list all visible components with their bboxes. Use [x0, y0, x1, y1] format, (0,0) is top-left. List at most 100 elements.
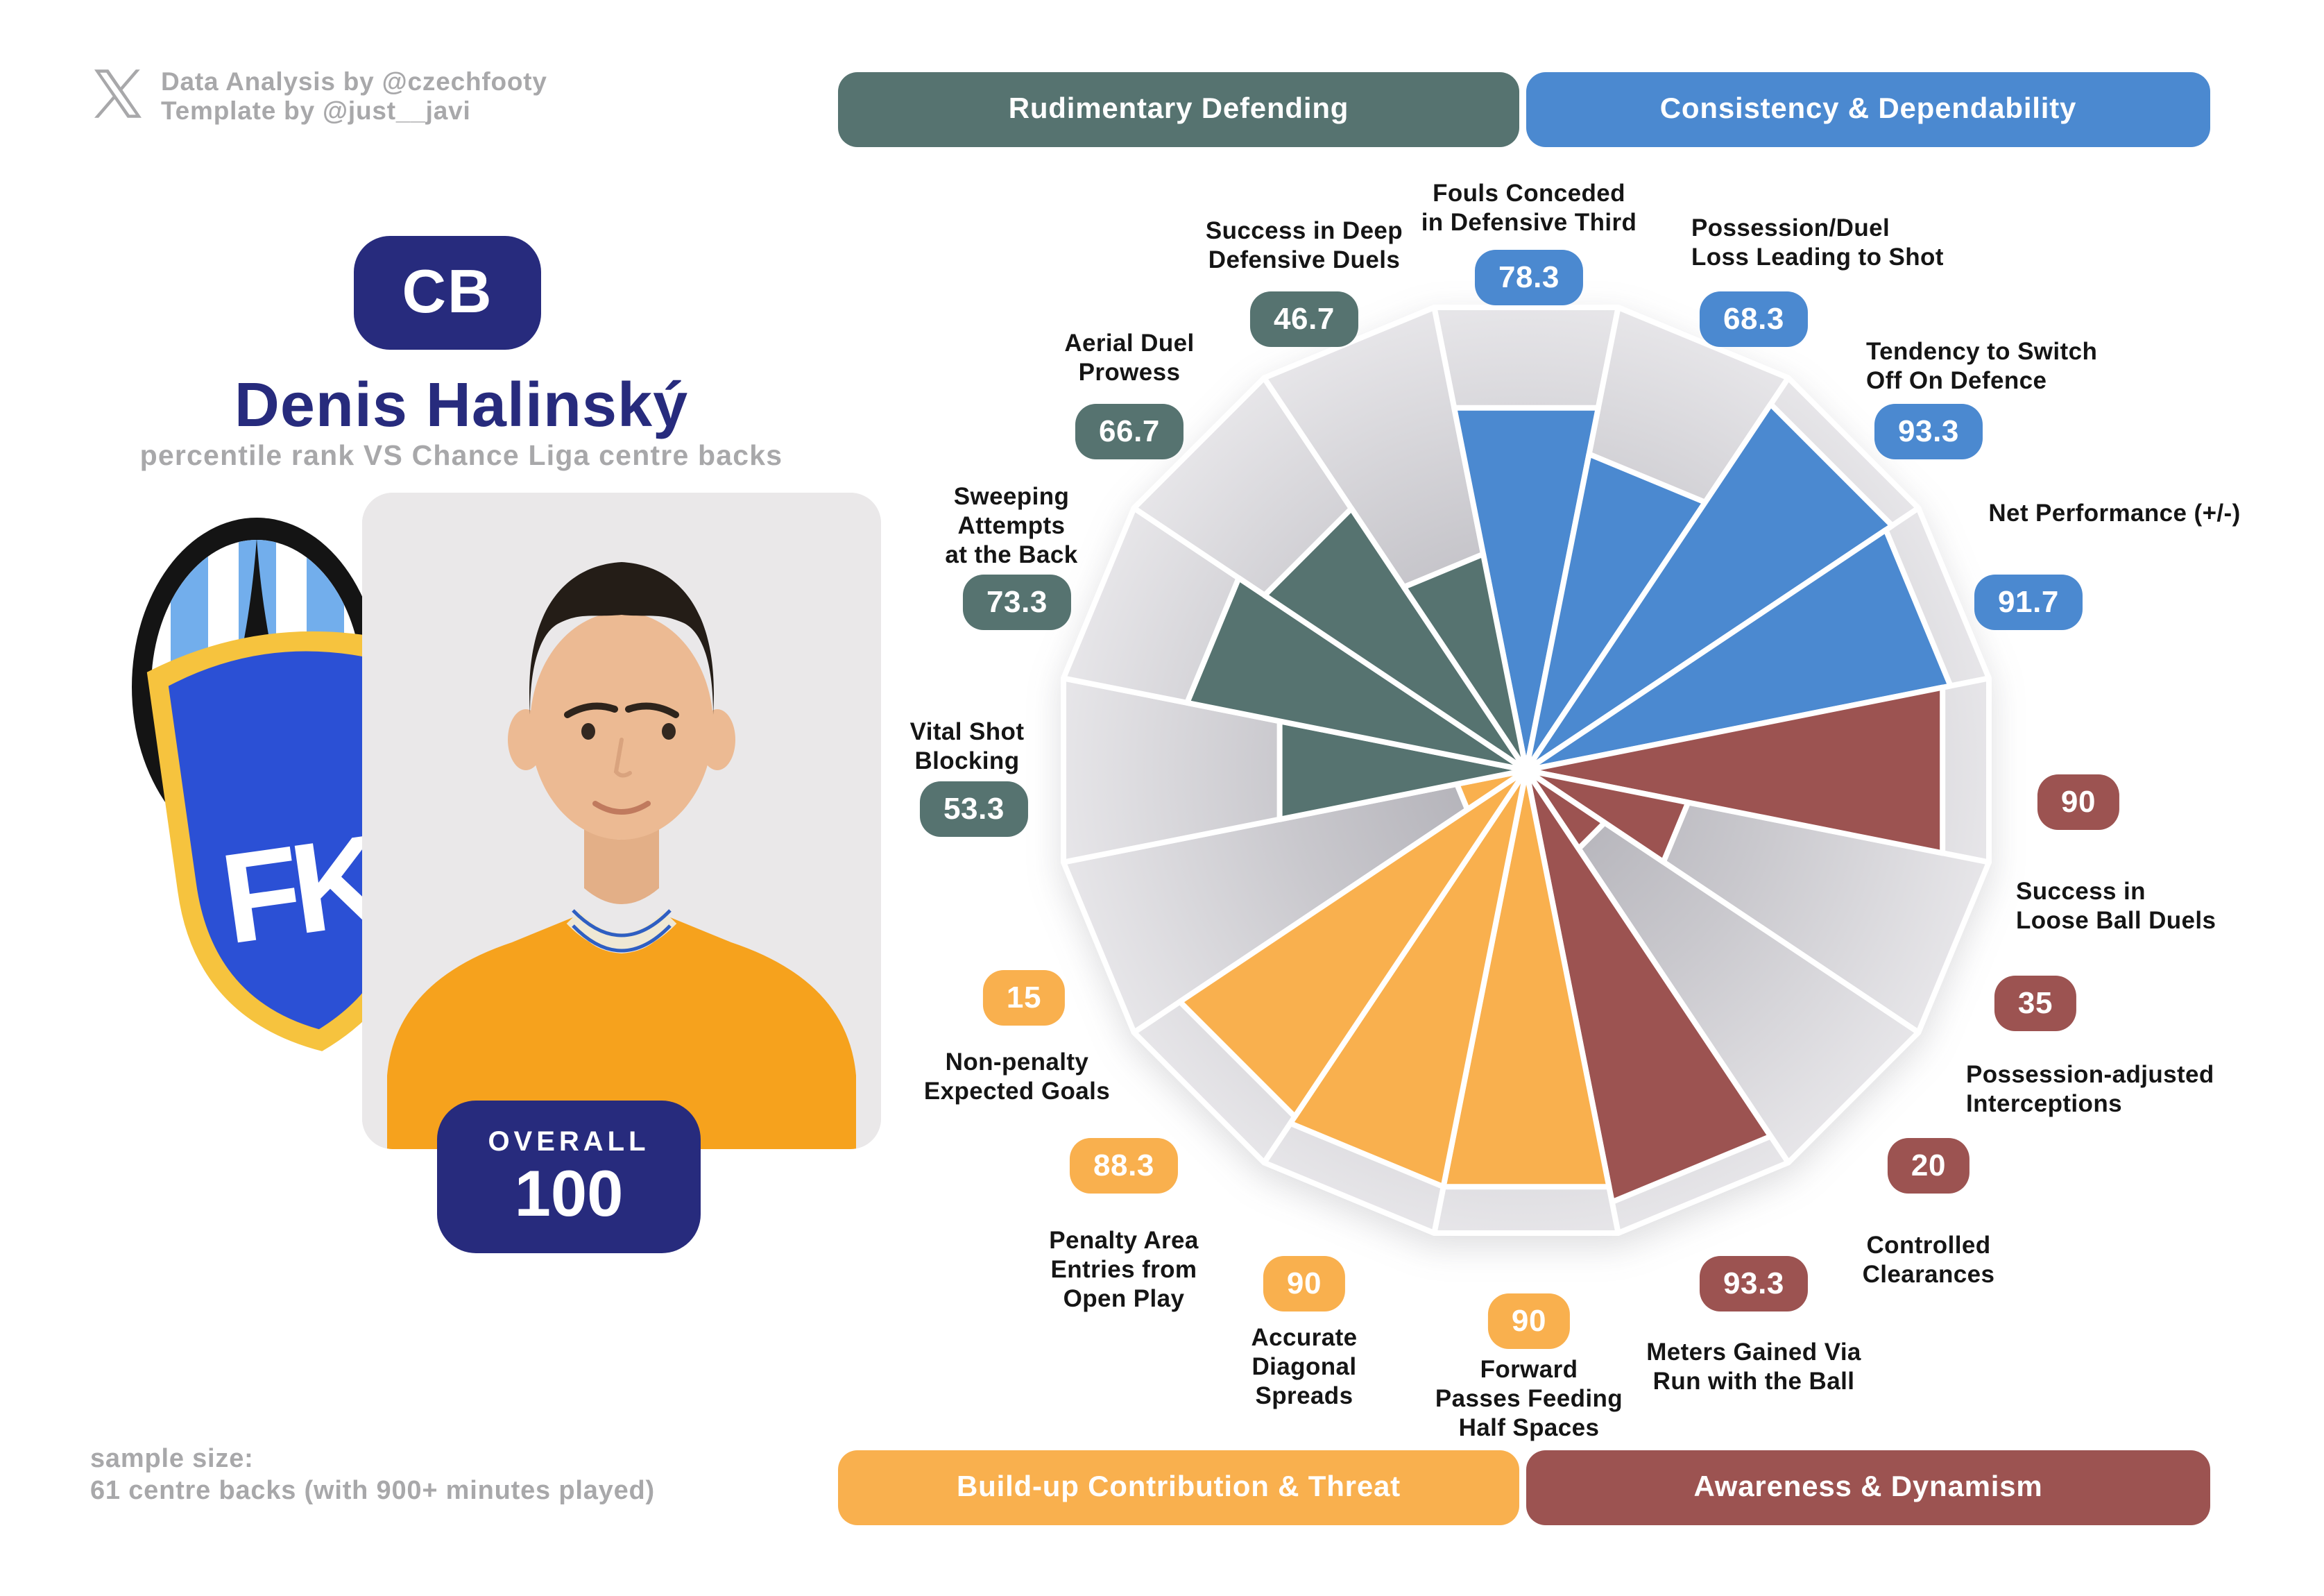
stat-label: Controlled Clearances	[1863, 1231, 1995, 1289]
stat-label-line: Possession/Duel	[1691, 214, 1890, 241]
overall-label: OVERALL	[488, 1127, 650, 1157]
stat-value-badge: 15	[982, 970, 1066, 1026]
stat-label: Vital Shot Blocking	[910, 718, 1025, 776]
stat-label: Forward Passes Feeding Half Spaces	[1435, 1355, 1623, 1443]
stat-label-line: Success in	[2016, 877, 2146, 905]
stat-value-badge: 90	[2037, 774, 2120, 830]
category-label: Build-up Contribution & Threat	[957, 1471, 1401, 1503]
stat-label-line: Fouls Conceded	[1433, 179, 1625, 207]
stat-label-line: Loss Leading to Shot	[1691, 243, 1944, 271]
hair	[529, 562, 714, 715]
stat-value-badge: 66.7	[1075, 404, 1184, 459]
stat-label-line: Defensive Duels	[1208, 246, 1401, 273]
player-subtitle: percentile rank VS Chance Liga centre ba…	[139, 440, 783, 472]
stat-value-badge: 93.3	[1874, 404, 1983, 459]
x-logo-icon	[94, 69, 142, 118]
stat-label-line: Clearances	[1862, 1260, 1995, 1288]
player-portrait-illustration	[362, 493, 881, 1149]
stat-value-badge: 53.3	[919, 781, 1029, 837]
stat-label-line: Meters Gained Via	[1646, 1338, 1861, 1366]
credits: Data Analysis by @czechfooty Template by…	[94, 67, 547, 125]
stat-label-line: Aerial Duel	[1064, 329, 1195, 357]
stat-label-line: at the Back	[945, 541, 1078, 568]
sample-size-line-2: 61 centre backs (with 900+ minutes playe…	[90, 1477, 655, 1506]
stat-label: Success in Loose Ball Duels	[2016, 877, 2216, 935]
stat-label: Non-penalty Expected Goals	[924, 1048, 1110, 1106]
stat-label: Meters Gained Via Run with the Ball	[1646, 1338, 1861, 1396]
club-crest-icon: FK	[132, 518, 420, 1051]
stat-label-line: Vital Shot	[909, 718, 1025, 745]
stat-label-line: Tendency to Switch	[1866, 337, 2098, 365]
position-badge: CB	[354, 236, 541, 350]
player-photo	[362, 493, 881, 1149]
stat-label-line: Blocking	[914, 747, 1020, 774]
stat-value-badge: 88.3	[1069, 1138, 1179, 1194]
stat-value-badge: 90	[1263, 1256, 1346, 1311]
stat-value-badge: 78.3	[1474, 250, 1584, 305]
stat-label-line: Success in Deep	[1205, 217, 1403, 244]
stat-label: Success in Deep Defensive Duels	[1206, 217, 1403, 275]
category-label: Consistency & Dependability	[1659, 93, 2077, 125]
stat-label-line: Loose Ball Duels	[2016, 906, 2216, 934]
pizza-slice-value	[1177, 767, 1529, 1120]
jersey	[387, 917, 856, 1149]
category-consistency-dependability: Consistency & Dependability	[1526, 72, 2210, 147]
stat-value-badge: 73.3	[962, 575, 1072, 630]
stat-label: Fouls Conceded in Defensive Third	[1421, 179, 1637, 237]
stat-label-line: Accurate	[1251, 1323, 1358, 1351]
stat-value-badge: 68.3	[1699, 291, 1809, 347]
crest-shield: FK	[146, 631, 420, 1051]
stat-label-line: Expected Goals	[923, 1077, 1111, 1105]
stat-label-line: Controlled	[1866, 1231, 1991, 1259]
stat-label-line: Entries from	[1050, 1255, 1197, 1283]
sample-size-line-1: sample size:	[90, 1445, 254, 1474]
credit-line-1: Data Analysis by @czechfooty	[161, 67, 547, 96]
stat-label-line: Open Play	[1063, 1284, 1185, 1312]
stat-label-line: Penalty Area	[1049, 1226, 1199, 1254]
stat-label: Sweeping Attempts at the Back	[945, 482, 1077, 570]
stat-label-line: Possession-adjusted	[1966, 1060, 2214, 1088]
stat-label: Possession/Duel Loss Leading to Shot	[1691, 214, 1944, 272]
stat-label-line: in Defensive Third	[1421, 208, 1637, 236]
pizza-slice-value	[1523, 684, 1946, 856]
stat-label: Accurate Diagonal Spreads	[1251, 1323, 1358, 1411]
category-label: Awareness & Dynamism	[1693, 1471, 2043, 1503]
stat-label-line: Forward	[1480, 1355, 1578, 1383]
stat-label-line: Spreads	[1255, 1382, 1353, 1409]
category-buildup-contribution-threat: Build-up Contribution & Threat	[838, 1450, 1519, 1525]
stat-value-badge: 93.3	[1699, 1256, 1809, 1311]
stat-label-line: Sweeping	[953, 482, 1070, 510]
overall-badge: OVERALL 100	[437, 1101, 701, 1253]
jersey-collar	[566, 910, 677, 951]
stat-label: Penalty Area Entries from Open Play	[1049, 1226, 1199, 1314]
stat-label: Possession-adjusted Interceptions	[1966, 1060, 2214, 1119]
stat-value-badge: 91.7	[1974, 575, 2083, 630]
stat-label: Net Performance (+/-)	[1988, 499, 2240, 528]
stat-label-line: Prowess	[1078, 358, 1181, 386]
stat-label: Aerial Duel Prowess	[1064, 329, 1194, 387]
stat-label-line: Run with the Ball	[1652, 1367, 1855, 1395]
credit-line-2: Template by @just__javi	[161, 96, 471, 125]
overall-value: 100	[514, 1156, 624, 1230]
stat-label-line: Non-penalty	[945, 1048, 1089, 1076]
stat-label-line: Half Spaces	[1458, 1414, 1600, 1441]
stat-label-line: Diagonal	[1251, 1352, 1357, 1380]
stat-value-badge: 46.7	[1249, 291, 1359, 347]
sample-size: sample size: 61 centre backs (with 900+ …	[90, 1443, 655, 1507]
category-rudimentary-defending: Rudimentary Defending	[838, 72, 1519, 147]
stat-value-badge: 35	[1994, 976, 2077, 1031]
player-name: Denis Halinský	[234, 369, 689, 440]
neck	[584, 823, 659, 904]
stat-label-line: Net Performance (+/-)	[1988, 499, 2241, 527]
stat-label-line: Off On Defence	[1866, 366, 2047, 394]
stat-label: Tendency to Switch Off On Defence	[1866, 337, 2097, 396]
category-label: Rudimentary Defending	[1008, 93, 1349, 125]
face	[530, 612, 713, 840]
stat-label-line: Attempts	[957, 511, 1066, 539]
stat-label-line: Interceptions	[1966, 1089, 2122, 1117]
stat-value-badge: 90	[1487, 1293, 1571, 1349]
